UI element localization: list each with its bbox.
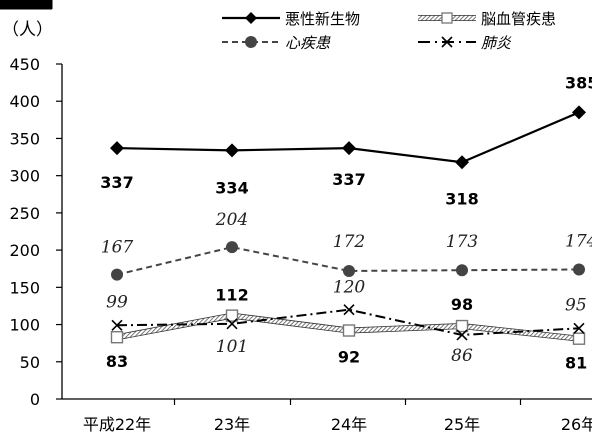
marker-diamond [455, 155, 469, 170]
legend-swatch-marker-b [441, 36, 453, 48]
data-labels: 337 334 337 318 385 167 204 172 173 174 83 112 92 98 8… [100, 73, 592, 372]
data-label: 318 [445, 189, 478, 208]
data-label: 83 [106, 352, 128, 371]
y-tick-label: 150 [9, 278, 40, 297]
data-label: 337 [332, 170, 365, 189]
marker-x-b [343, 304, 355, 316]
data-label: 167 [101, 238, 134, 258]
data-label: 99 [106, 292, 128, 312]
axes: 0 50 100 150 200 250 300 350 400 450 平成22年 23年 24年 25… [9, 55, 592, 434]
marker-square [342, 324, 356, 337]
y-tick-label: 0 [30, 390, 40, 409]
legend-label: 脳血管疾患 [481, 10, 556, 28]
y-tick-label: 50 [20, 353, 40, 372]
legend-label: 心疾患 [285, 34, 331, 52]
x-tick-label: 23年 [214, 415, 250, 434]
data-label: 173 [446, 232, 478, 252]
marker-circle [456, 264, 468, 277]
x-tick-label: 25年 [444, 415, 480, 434]
marker-circle [573, 263, 585, 276]
marker-circle [111, 268, 123, 281]
marker-square [572, 332, 586, 345]
marker-x-b [456, 329, 468, 341]
y-tick-label: 250 [9, 204, 40, 223]
data-label: 98 [451, 295, 473, 314]
data-label: 112 [215, 286, 248, 305]
data-label: 101 [216, 337, 248, 357]
data-label: 120 [333, 278, 366, 298]
y-unit-label: （人） [2, 20, 53, 40]
marker-x-b [226, 318, 238, 330]
data-label: 337 [100, 173, 133, 192]
data-label: 81 [565, 354, 587, 373]
legend-label: 肺炎 [481, 34, 512, 52]
y-tick-label: 300 [9, 167, 40, 186]
marker-circle [226, 241, 238, 254]
data-label: 86 [451, 346, 473, 366]
x-tick-label: 平成22年 [83, 415, 151, 434]
marker-x-b [573, 322, 585, 334]
y-tick-label: 400 [9, 92, 40, 111]
series-markers [110, 105, 586, 345]
marker-square [455, 319, 469, 333]
x-tick-label: 26年 [561, 415, 592, 434]
marker-square [110, 331, 124, 344]
marker-diamond [572, 105, 586, 120]
y-tick-label: 200 [9, 241, 40, 260]
legend-swatch-marker [245, 12, 257, 24]
series-line-3 [116, 308, 580, 336]
data-label: 204 [215, 210, 248, 230]
marker-circle [343, 264, 355, 277]
marker-x-b [111, 319, 123, 331]
marker-square [225, 309, 239, 322]
data-label: 385 [565, 73, 592, 92]
legend-swatch-marker [441, 12, 453, 24]
data-label: 95 [565, 295, 587, 315]
legend-label: 悪性新生物 [285, 10, 360, 28]
x-tick-label: 24年 [331, 415, 367, 434]
data-label: 334 [215, 178, 248, 197]
marker-diamond [342, 141, 356, 156]
marker-diamond [225, 143, 239, 158]
series-line-0 [116, 111, 580, 164]
data-label: 174 [565, 231, 592, 251]
y-tick-label: 350 [9, 129, 40, 148]
data-label: 92 [338, 348, 360, 367]
y-tick-label: 100 [9, 316, 40, 335]
data-label: 172 [333, 232, 365, 252]
legend-swatch-marker [245, 36, 257, 48]
corner-block [0, 0, 52, 9]
marker-diamond [110, 141, 124, 156]
y-tick-label: 450 [9, 55, 40, 74]
